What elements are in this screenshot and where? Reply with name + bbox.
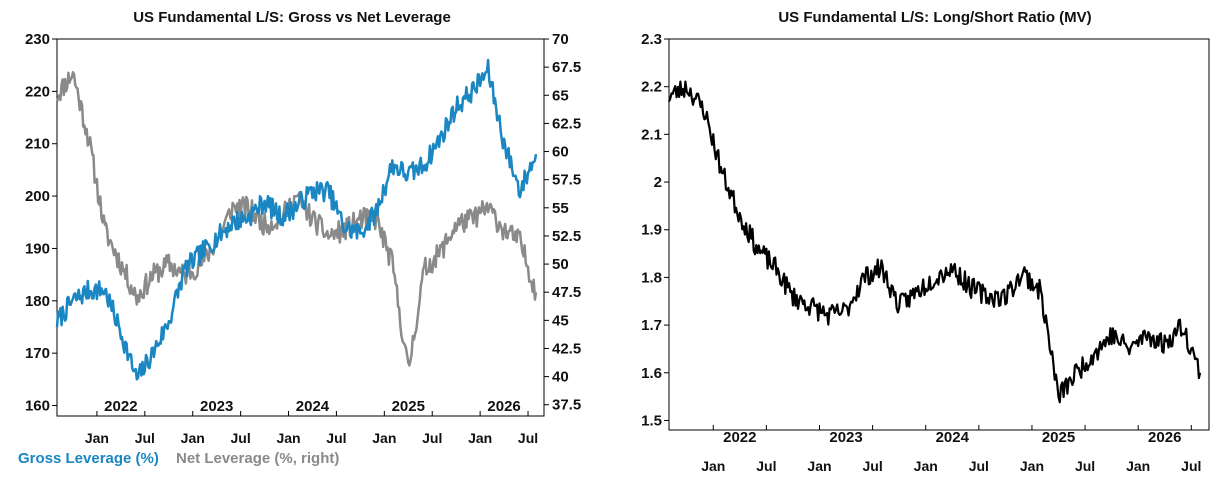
x-month-label: Jul (1075, 458, 1095, 474)
left-tick-label: 170 (25, 345, 50, 362)
long-short-ratio-chart: US Fundamental L/S: Long/Short Ratio (MV… (641, 9, 1210, 474)
x-month-label: Jan (701, 458, 725, 474)
chart2-year-labels: 2022 2023 2024 2025 2026 (723, 429, 1181, 446)
x-month-label: Jul (756, 458, 776, 474)
right-tick-label: 42.5 (552, 340, 581, 357)
x-year-label: 2025 (392, 398, 425, 415)
x-month-label: Jul (969, 458, 989, 474)
right-tick-label: 52.5 (552, 228, 581, 245)
left-tick-label: 210 (25, 136, 50, 153)
left-tick-label: 1.8 (641, 269, 662, 286)
right-tick-label: 65 (552, 87, 569, 104)
x-month-label: Jan (807, 458, 831, 474)
legend-gross-leverage: Gross Leverage (%) (18, 450, 159, 467)
right-tick-label: 70 (552, 31, 569, 48)
x-year-label: 2022 (723, 429, 756, 446)
x-month-label: Jan (372, 430, 396, 446)
right-tick-label: 60 (552, 144, 569, 161)
left-tick-label: 190 (25, 240, 50, 257)
x-month-label: Jan (1020, 458, 1044, 474)
x-year-label: 2026 (1148, 429, 1181, 446)
x-year-label: 2023 (829, 429, 862, 446)
x-year-label: 2024 (296, 398, 330, 415)
long-short-ratio-line (667, 80, 1202, 404)
x-month-label: Jan (468, 430, 492, 446)
x-month-label: Jul (422, 430, 442, 446)
chart2-title: US Fundamental L/S: Long/Short Ratio (MV… (778, 9, 1091, 26)
x-month-label: Jul (326, 430, 346, 446)
left-tick-label: 2 (654, 174, 662, 191)
chart1-month-labels: Jan Jul Jan Jul Jan Jul Jan Jul Jan Jul (85, 411, 538, 446)
right-tick-label: 47.5 (552, 284, 581, 301)
left-tick-label: 2.3 (641, 31, 662, 48)
x-month-label: Jan (85, 430, 109, 446)
x-year-label: 2022 (104, 398, 137, 415)
chart1-plot-frame (56, 38, 545, 417)
chart1-left-axis: 160 170 180 190 200 210 220 230 (25, 31, 57, 415)
right-tick-label: 37.5 (552, 397, 581, 414)
right-tick-label: 62.5 (552, 115, 581, 132)
chart1-title: US Fundamental L/S: Gross vs Net Leverag… (133, 9, 451, 26)
left-tick-label: 1.7 (641, 317, 662, 334)
x-year-label: 2026 (487, 398, 520, 415)
x-year-label: 2025 (1042, 429, 1075, 446)
chart2-month-labels: Jan Jul Jan Jul Jan Jul Jan Jul Jan Jul (701, 425, 1201, 474)
left-tick-label: 2.1 (641, 126, 662, 143)
left-tick-label: 1.5 (641, 412, 662, 429)
right-tick-label: 57.5 (552, 172, 581, 189)
chart1-right-axis: 37.5 40 42.5 45 47.5 50 52.5 55 57.5 60 62.5 65 67.5… (544, 31, 581, 414)
x-month-label: Jan (276, 430, 300, 446)
left-tick-label: 180 (25, 293, 50, 310)
left-tick-label: 220 (25, 83, 50, 100)
x-month-label: Jul (231, 430, 251, 446)
x-month-label: Jan (914, 458, 938, 474)
x-month-label: Jan (181, 430, 205, 446)
x-month-label: Jul (518, 430, 538, 446)
right-tick-label: 45 (552, 312, 569, 329)
x-month-label: Jul (1181, 458, 1201, 474)
gross-leverage-line (55, 58, 538, 381)
x-month-label: Jan (1126, 458, 1150, 474)
gross-net-chart: US Fundamental L/S: Gross vs Net Leverag… (18, 9, 581, 467)
chart1-legend: Gross Leverage (%) Net Leverage (%, righ… (18, 450, 339, 467)
x-year-label: 2023 (200, 398, 233, 415)
chart1-year-labels: 2022 2023 2024 2025 2026 (104, 398, 521, 415)
right-tick-label: 67.5 (552, 59, 581, 76)
x-month-label: Jul (135, 430, 155, 446)
left-tick-label: 230 (25, 31, 50, 48)
right-tick-label: 55 (552, 200, 569, 217)
left-tick-label: 2.2 (641, 79, 662, 96)
left-tick-label: 200 (25, 188, 50, 205)
net-leverage-line (55, 71, 538, 367)
x-year-label: 2024 (936, 429, 970, 446)
left-tick-label: 1.9 (641, 222, 662, 239)
x-month-label: Jul (862, 458, 882, 474)
right-tick-label: 40 (552, 369, 569, 386)
right-tick-label: 50 (552, 256, 569, 273)
left-tick-label: 1.6 (641, 365, 662, 382)
left-tick-label: 160 (25, 398, 50, 415)
chart2-plot-frame (668, 38, 1210, 431)
legend-net-leverage: Net Leverage (%, right) (176, 450, 339, 467)
chart2-left-axis: 1.5 1.6 1.7 1.8 1.9 2 2.1 2.2 2.3 (641, 31, 669, 429)
